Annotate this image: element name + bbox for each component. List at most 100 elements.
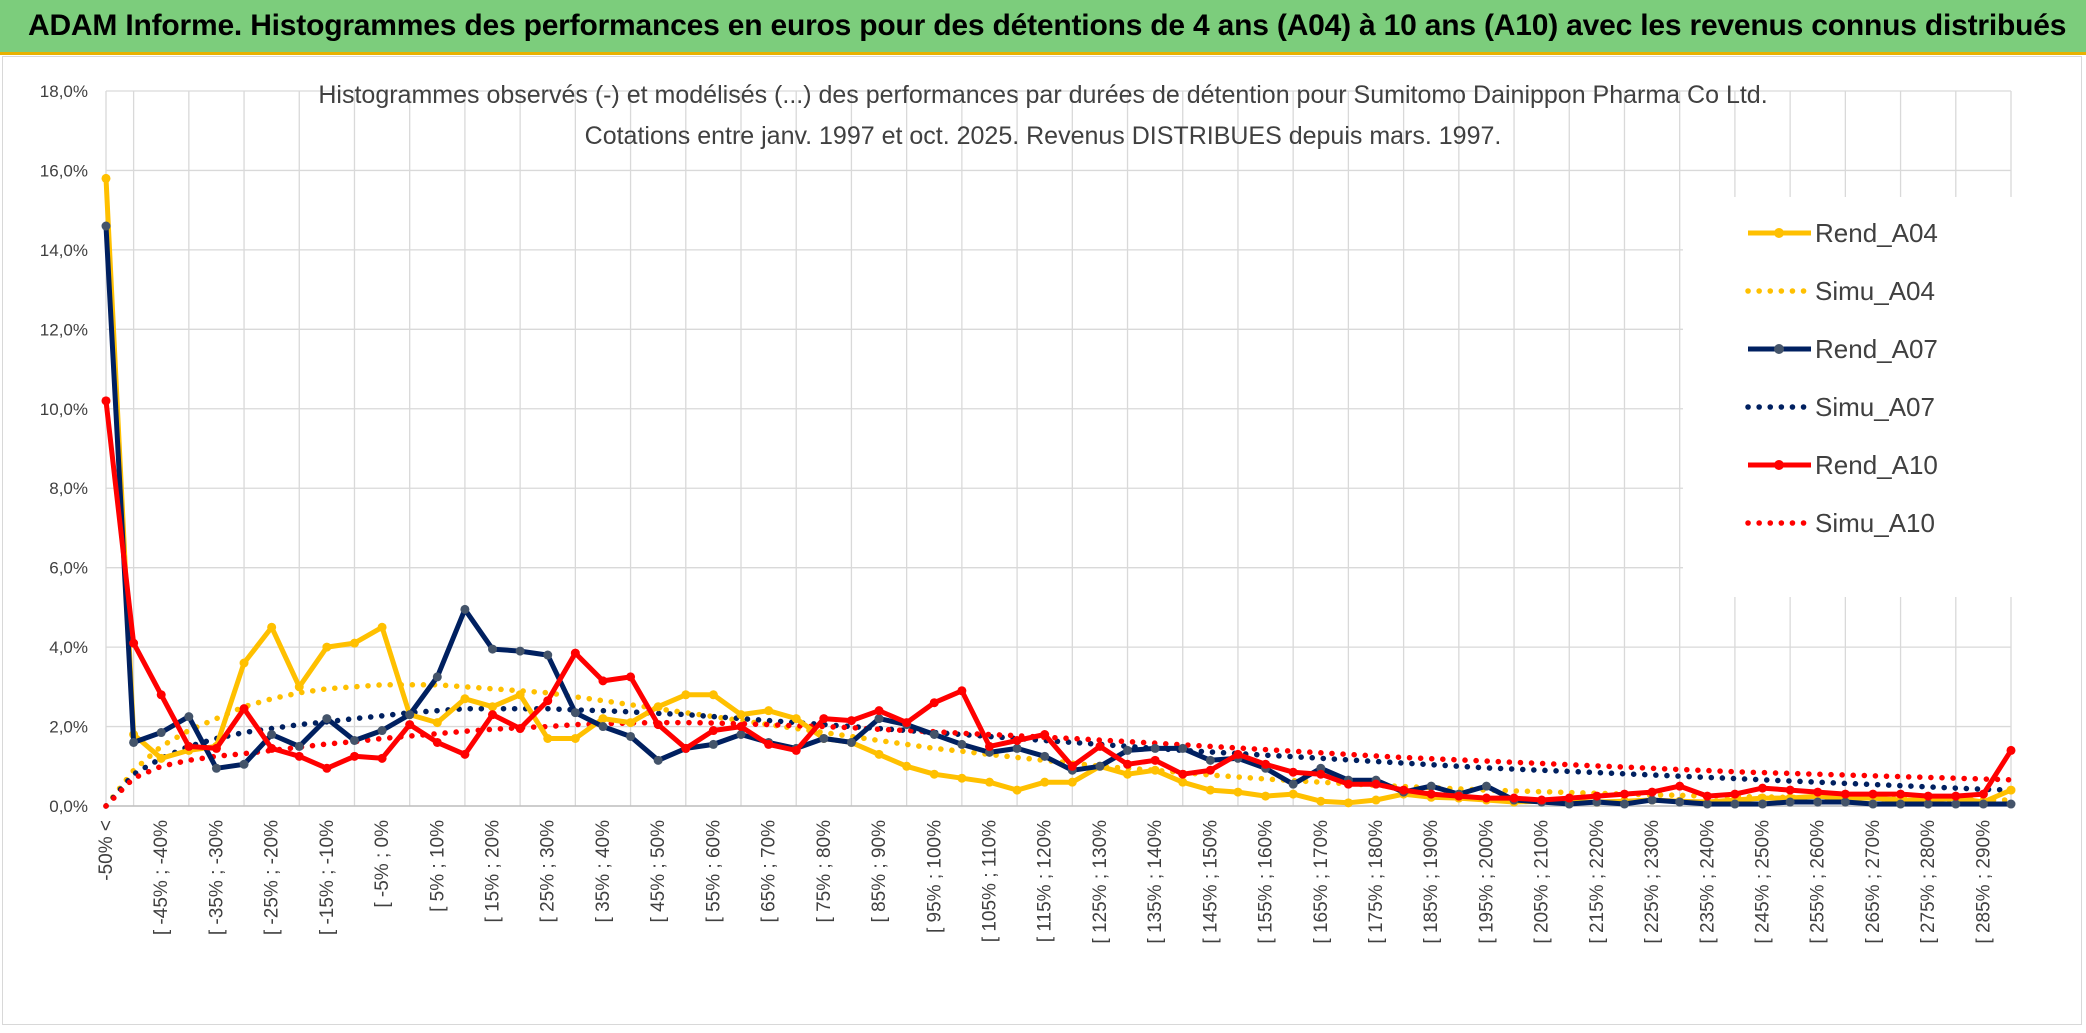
data-point <box>1758 799 1768 809</box>
data-point <box>653 720 663 730</box>
legend-marker <box>1774 228 1784 238</box>
data-point <box>874 714 884 724</box>
data-point <box>1343 798 1353 808</box>
data-point <box>626 672 636 682</box>
data-point <box>1868 789 1878 799</box>
x-tick-label: [ 45% ; 50% <box>648 820 669 923</box>
data-point <box>488 644 498 654</box>
data-point <box>984 741 994 751</box>
x-tick-label: [ 85% ; 90% <box>869 820 890 923</box>
legend-item: Simu_A04 <box>1745 276 1935 306</box>
data-point <box>846 716 856 726</box>
x-tick-label: [ 205% ; 210% <box>1532 820 1553 944</box>
data-point <box>957 773 967 783</box>
data-point <box>708 739 718 749</box>
data-point <box>267 743 277 753</box>
chart-frame: Histogrammes observés (-) et modélisés (… <box>2 56 2082 1025</box>
data-point <box>2006 785 2016 795</box>
data-point <box>156 690 166 700</box>
data-point <box>653 702 663 712</box>
data-point <box>1371 795 1381 805</box>
data-point <box>708 690 718 700</box>
y-tick-label: 10,0% <box>40 400 88 419</box>
x-tick-label: [ -45% ; -40% <box>151 820 172 935</box>
data-point <box>1426 789 1436 799</box>
data-point <box>1675 781 1685 791</box>
x-tick-label: [ 35% ; 40% <box>593 820 614 923</box>
legend-label: Rend_A07 <box>1815 334 1938 364</box>
data-point <box>902 761 912 771</box>
y-axis: 0,0% 2,0% 4,0% 6,0% 8,0% 10,0% 12,0% 14,0% 16,0%… <box>40 82 88 816</box>
data-point <box>211 743 221 753</box>
y-tick-label: 0,0% <box>49 797 88 816</box>
x-tick-label: [ 5% ; 10% <box>427 820 448 912</box>
data-point <box>626 718 636 728</box>
data-point <box>626 731 636 741</box>
data-point <box>377 753 387 763</box>
data-point <box>1840 789 1850 799</box>
data-point <box>1896 799 1906 809</box>
data-point <box>1702 799 1712 809</box>
data-point <box>1951 791 1961 801</box>
report-title: ADAM Informe. Histogrammes des performan… <box>28 9 2067 42</box>
data-point <box>736 710 746 720</box>
data-point <box>1150 765 1160 775</box>
data-point <box>349 735 359 745</box>
performance-histogram-chart: Histogrammes observés (-) et modélisés (… <box>40 81 2023 944</box>
data-point <box>1343 779 1353 789</box>
data-point <box>1123 745 1133 755</box>
data-point <box>764 739 774 749</box>
report-banner: ADAM Informe. Histogrammes des performan… <box>0 0 2086 55</box>
x-tick-label: [ 55% ; 60% <box>703 820 724 923</box>
legend-label: Simu_A04 <box>1815 276 1935 306</box>
x-tick-label: [ 265% ; 270% <box>1863 820 1884 944</box>
data-point <box>1923 791 1933 801</box>
data-point <box>874 749 884 759</box>
legend-marker <box>1774 460 1784 470</box>
data-point <box>515 724 525 734</box>
data-point <box>1178 769 1188 779</box>
legend-background <box>1683 197 2023 597</box>
data-point <box>1509 793 1519 803</box>
data-point <box>1233 787 1243 797</box>
data-point <box>1261 791 1271 801</box>
series-line <box>103 225 2011 807</box>
legend-item: Simu_A07 <box>1745 392 1935 422</box>
data-point <box>1205 755 1215 765</box>
x-tick-label: [ 275% ; 280% <box>1918 820 1939 944</box>
data-point <box>1840 797 1850 807</box>
data-point <box>1012 743 1022 753</box>
data-point <box>1730 789 1740 799</box>
data-point <box>488 702 498 712</box>
data-point <box>957 686 967 696</box>
data-point <box>211 763 221 773</box>
data-point <box>1647 795 1657 805</box>
data-point <box>929 698 939 708</box>
series-rend-a10 <box>101 396 2016 805</box>
legend-marker <box>1774 344 1784 354</box>
data-point <box>570 648 580 658</box>
x-tick-label: [ 165% ; 170% <box>1311 820 1332 944</box>
y-tick-label: 12,0% <box>40 320 88 339</box>
data-point <box>681 743 691 753</box>
data-point <box>129 737 139 747</box>
data-point <box>653 755 663 765</box>
data-point <box>929 730 939 739</box>
data-point <box>874 706 884 716</box>
data-point <box>294 682 304 692</box>
data-point <box>1288 779 1298 789</box>
data-point <box>1123 769 1133 779</box>
data-point <box>184 741 194 751</box>
data-point <box>1012 735 1022 745</box>
data-point <box>819 714 829 724</box>
data-point <box>101 173 111 183</box>
data-point <box>239 658 249 668</box>
x-tick-label: [ -5% ; 0% <box>372 820 393 908</box>
x-tick-label: [ 185% ; 190% <box>1421 820 1442 944</box>
legend-item: Simu_A10 <box>1745 508 1935 538</box>
x-tick-label: [ -35% ; -30% <box>206 820 227 935</box>
data-point <box>1040 777 1050 787</box>
data-point <box>1923 799 1933 809</box>
data-point <box>1123 759 1133 769</box>
data-point <box>156 753 166 763</box>
